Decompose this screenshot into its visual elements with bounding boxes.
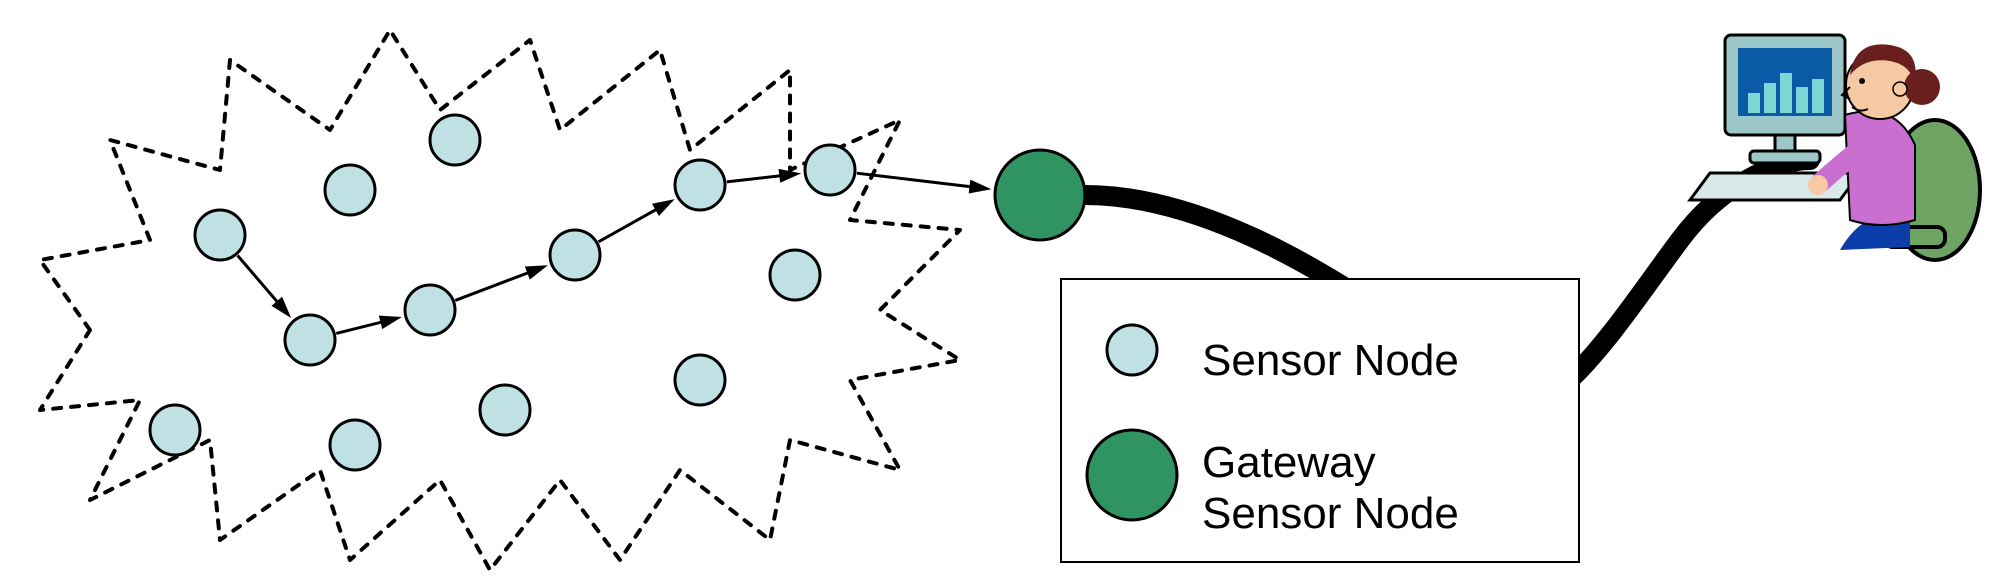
- monitor-base: [1750, 151, 1820, 163]
- person-hair-bun: [1904, 69, 1940, 105]
- sensor-node: [480, 385, 530, 435]
- sensor-node: [675, 160, 725, 210]
- sensor-node: [430, 115, 480, 165]
- route-arrow: [238, 255, 283, 307]
- sensor-node: [675, 355, 725, 405]
- sensor-node: [550, 230, 600, 280]
- person-torso: [1845, 111, 1915, 225]
- route-arrow: [727, 175, 788, 182]
- screen-bar: [1812, 79, 1824, 113]
- person-hand: [1808, 175, 1828, 195]
- screen-bar: [1748, 93, 1760, 113]
- wsn-diagram: [0, 0, 2000, 587]
- gateway-swatch-icon: [1087, 430, 1177, 520]
- route-arrow: [599, 206, 664, 242]
- user-workstation: [1690, 35, 1980, 260]
- sensor-node: [325, 165, 375, 215]
- gateway-node: [995, 150, 1085, 240]
- sensor-node: [285, 315, 335, 365]
- sensor-node: [405, 285, 455, 335]
- sensor-field-boundary: [40, 30, 960, 570]
- legend-label-gateway: Gateway Sensor Node: [1202, 438, 1459, 539]
- sensor-node: [150, 405, 200, 455]
- screen-bar: [1764, 83, 1776, 113]
- screen-bar: [1796, 87, 1808, 113]
- route-arrow-head: [525, 265, 548, 279]
- route-arrow-head: [379, 316, 402, 330]
- person-ear: [1893, 82, 1907, 96]
- sensor-node: [805, 145, 855, 195]
- screen-bar: [1780, 73, 1792, 113]
- route-arrow: [455, 270, 535, 300]
- route-arrow: [857, 173, 978, 187]
- route-arrow-head: [969, 180, 992, 194]
- person-eye: [1859, 78, 1865, 84]
- route-arrow-head: [652, 199, 675, 216]
- legend-item-gateway: Gateway Sensor Node: [1062, 280, 1578, 561]
- sensor-node: [330, 420, 380, 470]
- legend-box: Sensor NodeGateway Sensor Node: [1060, 278, 1580, 563]
- sensor-node: [770, 250, 820, 300]
- sensor-node: [195, 210, 245, 260]
